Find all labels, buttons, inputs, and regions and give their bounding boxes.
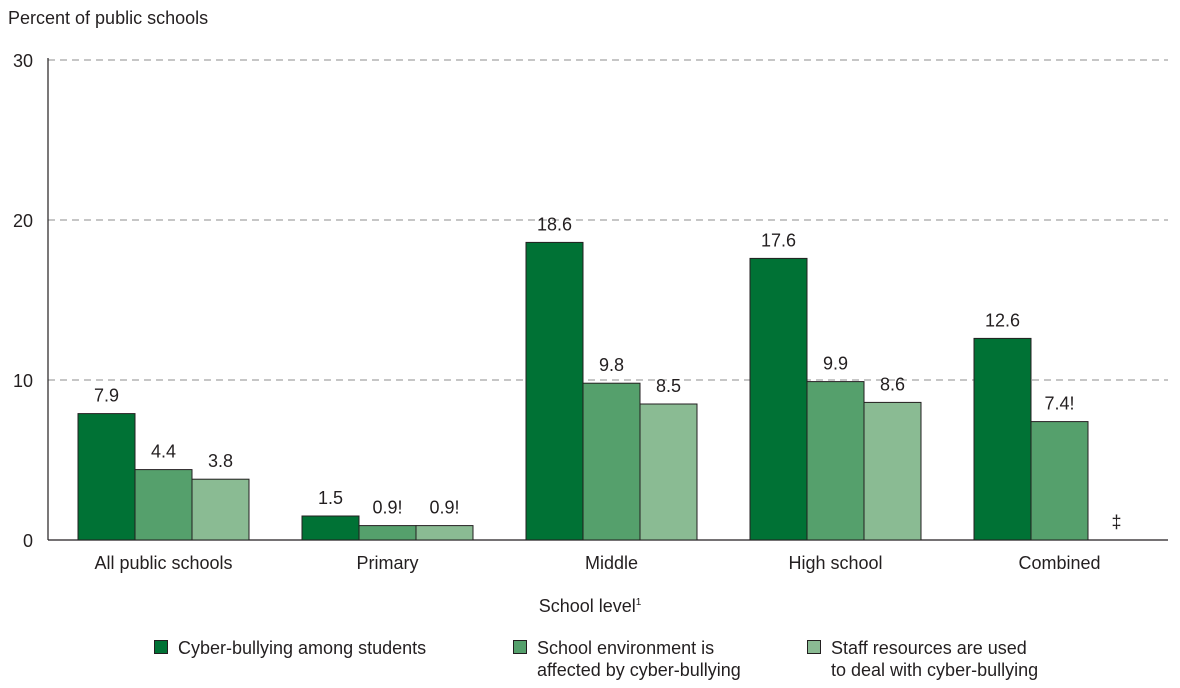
x-tick-label: Combined [1018,553,1100,573]
x-axis-title: School level1 [0,596,1180,617]
y-tick-label: 20 [13,211,33,231]
data-label: 7.9 [94,386,119,406]
legend-swatch [513,640,527,654]
data-label: 3.8 [208,451,233,471]
x-axis-title-footnote: 1 [635,597,642,608]
legend-item-staff-resources: Staff resources are used to deal with cy… [807,637,1038,681]
bar [973,337,1032,541]
data-label: 7.4! [1044,394,1074,414]
bar-chart: 0 10 20 30 7.9 4.4 3.8 All public schools 1.5 0.9… [13,51,1168,573]
bar [77,413,136,541]
legend-label: Cyber-bullying among students [178,638,427,658]
legend-swatch [154,640,168,654]
y-axis-title: Percent of public schools [8,8,209,28]
data-label: 9.8 [599,355,624,375]
data-label: 9.9 [823,354,848,374]
legend-label: Staff resources are used to deal with cy… [831,638,1039,680]
bar [525,241,584,541]
data-label: 0.9! [372,498,402,518]
data-label: 12.6 [985,310,1020,330]
bar [749,257,808,541]
bar [582,382,641,541]
data-label: 18.6 [537,214,572,234]
bar [134,469,193,541]
data-label: 4.4 [151,442,176,462]
data-label: ‡ [1111,512,1121,532]
x-axis-title-text: School level [538,596,636,616]
legend: Cyber-bullying among students School env… [0,637,1180,687]
bar [863,401,922,541]
bar [639,403,698,541]
y-tick-label: 10 [13,371,33,391]
bar [191,478,250,541]
bar [806,381,865,541]
legend-item-school-environment: School environment is affected by cyber-… [513,637,741,681]
x-tick-label: Middle [585,553,638,573]
data-label: 8.5 [656,376,681,396]
x-tick-label: Primary [357,553,419,573]
data-label: 0.9! [429,498,459,518]
legend-swatch [807,640,821,654]
bar [415,525,474,541]
bar [301,515,360,541]
legend-item-cyber-bullying: Cyber-bullying among students [154,637,426,659]
y-tick-label: 30 [13,51,33,71]
x-tick-label: High school [788,553,882,573]
y-tick-label: 0 [23,531,33,551]
bar [1030,421,1089,541]
data-label: 1.5 [318,488,343,508]
data-label: 17.6 [761,230,796,250]
data-label: 8.6 [880,374,905,394]
legend-label: School environment is affected by cyber-… [537,638,741,680]
x-tick-label: All public schools [94,553,232,573]
bar [358,525,417,541]
